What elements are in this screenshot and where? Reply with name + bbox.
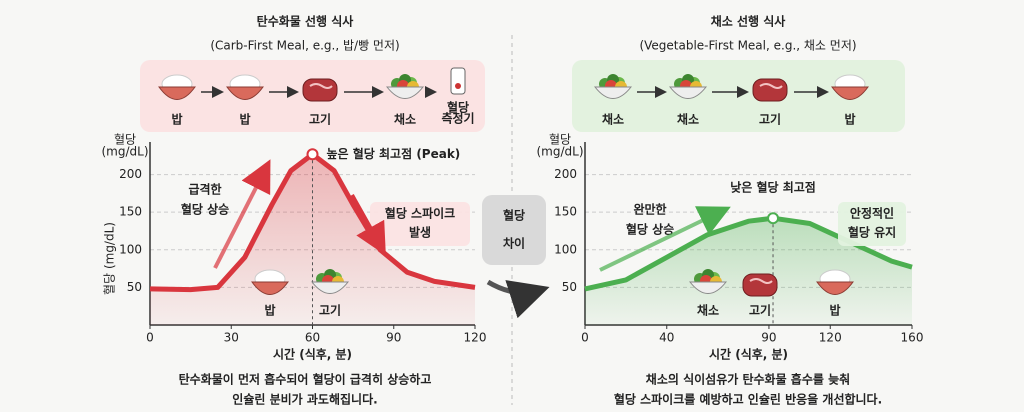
bowl: [593, 86, 633, 99]
y-tick-label: 150: [554, 205, 577, 219]
callout-label: 혈당 유지: [848, 225, 896, 240]
device-label: 혈당: [447, 100, 469, 115]
peak-label: 낮은 혈당 최고점: [730, 180, 816, 195]
y-axis-title: 혈당: [114, 133, 136, 147]
footer: 채소의 식이섬유가 탄수화물 흡수를 늦춰: [646, 372, 850, 387]
rise-label: 혈당 상승: [181, 202, 229, 217]
fat: [749, 278, 773, 284]
fall-arrow: [350, 194, 386, 256]
x-tick-label: 0: [581, 331, 589, 345]
sequence-label: 채소: [602, 112, 624, 127]
sequence-label: 밥: [844, 112, 855, 127]
y-tick-label: 50: [562, 280, 577, 294]
chart-title: 탄수화물 선행 식사: [257, 14, 354, 29]
chart-food-label: 고기: [749, 303, 771, 318]
callout-label: 혈당 스파이크: [385, 206, 455, 221]
y-tick-label: 150: [119, 205, 142, 219]
callout-box: [370, 202, 470, 246]
peak-label: 높은 혈당 최고점 (Peak): [327, 146, 461, 161]
y-tick-label: 100: [554, 242, 577, 256]
sequence-label: 밥: [171, 112, 182, 127]
chart-food-label: 고기: [319, 303, 341, 318]
x-tick-label: 0: [146, 331, 154, 345]
x-tick-label: 120: [464, 331, 487, 345]
meat: [302, 78, 338, 102]
peak-marker: [767, 212, 780, 225]
middle-arrow: [486, 279, 550, 319]
device-label: 측정기: [441, 111, 474, 126]
chart-food-label: 밥: [264, 303, 275, 318]
middle-label: 차이: [503, 236, 525, 251]
middle-label: 혈당: [503, 208, 525, 223]
chart-subtitle: (Carb-First Meal, e.g., 밥/빵 먼저): [210, 39, 399, 53]
chart-food-label: 채소: [697, 303, 719, 318]
sequence-label: 고기: [309, 112, 331, 127]
rise-label: 완만한: [633, 202, 666, 217]
fat: [309, 83, 333, 89]
y-tick-label: 50: [127, 280, 142, 294]
footer: 혈당 스파이크를 예방하고 인슐린 반응을 개선합니다.: [614, 392, 882, 407]
rise-arrow: [213, 159, 271, 269]
x-axis-label: 시간 (식후, 분): [273, 347, 352, 362]
callout-box: [838, 202, 906, 246]
sequence-label: 채소: [677, 112, 699, 127]
x-tick-label: 40: [659, 331, 674, 345]
bowl: [688, 281, 728, 294]
x-axis-label: 시간 (식후, 분): [709, 347, 788, 362]
line: [584, 215, 913, 292]
bowl: [310, 281, 350, 294]
meat: [742, 273, 778, 297]
bowl: [226, 86, 264, 100]
sequence-label: 채소: [394, 112, 416, 127]
meter: [450, 67, 466, 95]
callout-label: 안정적인: [850, 206, 894, 221]
peak-marker: [306, 148, 319, 161]
sequence-label: 밥: [239, 112, 250, 127]
bowl: [385, 86, 425, 99]
chart-food-label: 밥: [829, 303, 840, 318]
rise-arrow: [599, 206, 731, 272]
rise-label: 혈당 상승: [626, 222, 674, 237]
y-axis-title: (mg/dL): [101, 145, 148, 159]
bowl: [251, 281, 289, 295]
footer: 인슐린 분비가 과도해집니다.: [232, 392, 377, 407]
x-tick-label: 160: [901, 331, 924, 345]
y-tick-label: 100: [119, 242, 142, 256]
y-axis-title: (mg/dL): [536, 145, 583, 159]
bowl: [668, 86, 708, 99]
y-tick-label: 200: [554, 167, 577, 181]
callout-label: 발생: [409, 225, 431, 240]
bowl: [816, 281, 854, 295]
footer: 탄수화물이 먼저 흡수되어 혈당이 급격히 상승하고: [179, 372, 432, 387]
fat: [759, 83, 783, 89]
meat: [752, 78, 788, 102]
area: [585, 218, 912, 325]
y-tick-label: 200: [119, 167, 142, 181]
x-tick-label: 90: [386, 331, 401, 345]
sequence-label: 고기: [759, 112, 781, 127]
meter-drop: [455, 83, 461, 89]
bowl: [831, 86, 869, 100]
chart-subtitle: (Vegetable-First Meal, e.g., 채소 먼저): [639, 39, 856, 53]
y-axis-label: 혈당 (mg/dL): [103, 222, 117, 295]
rise-label: 급격한: [188, 182, 221, 197]
middle-box: [482, 195, 546, 265]
x-tick-label: 60: [305, 331, 320, 345]
y-axis-title: 혈당: [549, 133, 571, 147]
bowl: [158, 86, 196, 100]
x-tick-label: 30: [224, 331, 239, 345]
chart-title: 채소 선행 식사: [711, 14, 786, 29]
x-tick-label: 120: [819, 331, 842, 345]
x-tick-label: 90: [761, 331, 776, 345]
